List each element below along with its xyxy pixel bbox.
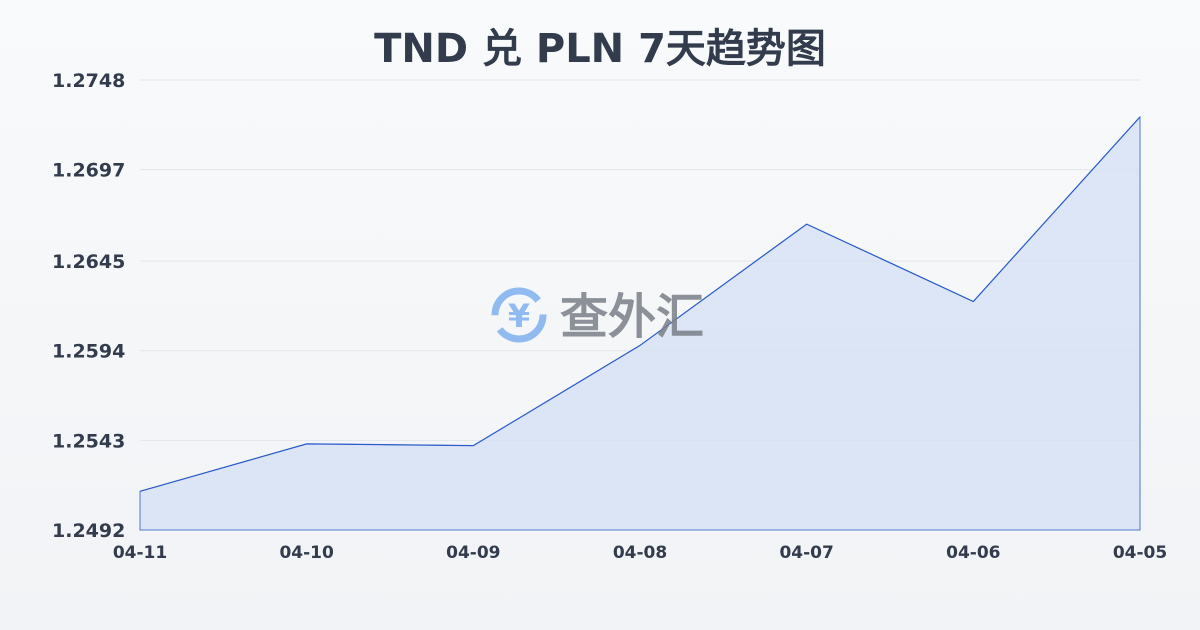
x-tick-label: 04-09 bbox=[446, 543, 500, 563]
y-tick-label: 1.2697 bbox=[52, 160, 125, 182]
y-tick-label: 1.2543 bbox=[52, 430, 125, 452]
watermark-text: 查外汇 bbox=[560, 289, 704, 345]
y-tick-label: 1.2492 bbox=[52, 520, 125, 542]
y-tick-label: 1.2594 bbox=[52, 341, 125, 363]
x-tick-label: 04-05 bbox=[1113, 543, 1167, 563]
x-tick-label: 04-10 bbox=[279, 543, 334, 563]
y-tick-label: 1.2645 bbox=[52, 251, 125, 273]
y-tick-label: 1.2748 bbox=[52, 70, 125, 92]
x-tick-label: 04-08 bbox=[613, 543, 667, 563]
watermark-logo: ¥ 查外汇 bbox=[491, 287, 704, 345]
chart-title: TND 兑 PLN 7天趋势图 bbox=[374, 26, 826, 72]
x-tick-label: 04-06 bbox=[946, 543, 1000, 563]
x-tick-label: 04-07 bbox=[779, 543, 833, 563]
x-tick-label: 04-11 bbox=[113, 543, 167, 563]
yen-icon: ¥ bbox=[508, 297, 530, 335]
